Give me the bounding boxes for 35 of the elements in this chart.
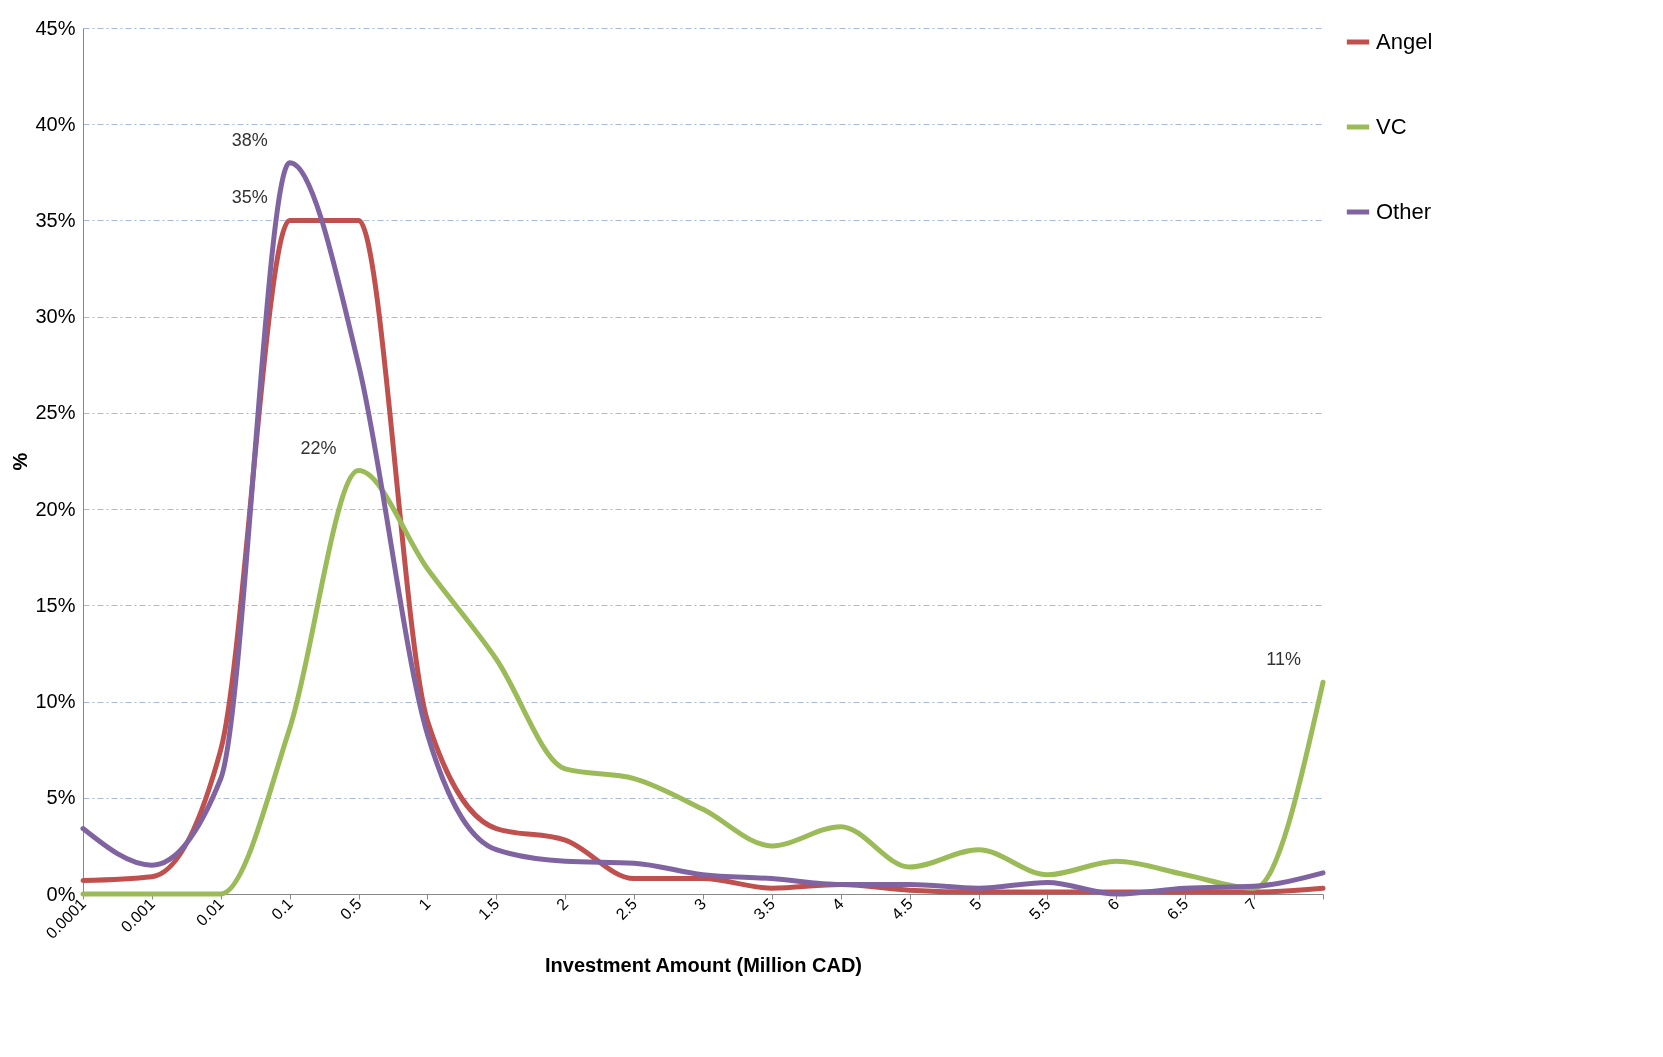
y-tick-label: 20% <box>35 497 76 520</box>
x-tick-label: 6.5 <box>1163 895 1192 923</box>
data-label: 35% <box>231 187 268 208</box>
x-axis-title: Investment Amount (Million CAD) <box>544 953 863 976</box>
x-tick-label: 3 <box>690 895 710 914</box>
data-label: 38% <box>231 129 268 150</box>
legend-label: Angel <box>1376 29 1433 54</box>
legend-label: VC <box>1376 114 1407 139</box>
x-tick-label: 3.5 <box>750 895 779 923</box>
y-axis-title: % <box>9 452 32 471</box>
y-tick-label: 5% <box>46 786 76 809</box>
y-tick-label: 25% <box>35 401 76 424</box>
x-tick-label: 2 <box>553 895 572 914</box>
x-tick-label: 0.01 <box>192 895 228 930</box>
x-tick-label: 0.1 <box>268 895 296 923</box>
x-tick-label: 6 <box>1104 895 1123 914</box>
data-label: 22% <box>300 437 337 458</box>
x-tick-label: 1 <box>415 895 434 914</box>
x-tick-label: 5 <box>966 895 985 914</box>
y-tick-label: 35% <box>35 208 76 231</box>
x-tick-label: 2.5 <box>612 895 641 923</box>
x-tick-label: 4 <box>828 895 847 914</box>
x-tick-label: 5.5 <box>1025 895 1054 923</box>
x-tick-label: 4.5 <box>888 895 916 923</box>
y-tick-label: 10% <box>35 690 76 713</box>
y-tick-label: 30% <box>35 305 76 328</box>
legend-label: Other <box>1376 199 1432 224</box>
y-tick-label: 0% <box>46 882 76 905</box>
x-tick-label: 1.5 <box>474 895 503 923</box>
x-tick-label: 7 <box>1241 895 1261 914</box>
y-tick-label: 15% <box>35 593 76 616</box>
y-tick-label: 40% <box>35 112 76 135</box>
data-label: 11% <box>1266 649 1301 670</box>
x-tick-label: 0.5 <box>336 895 365 923</box>
y-tick-label: 45% <box>35 16 76 39</box>
